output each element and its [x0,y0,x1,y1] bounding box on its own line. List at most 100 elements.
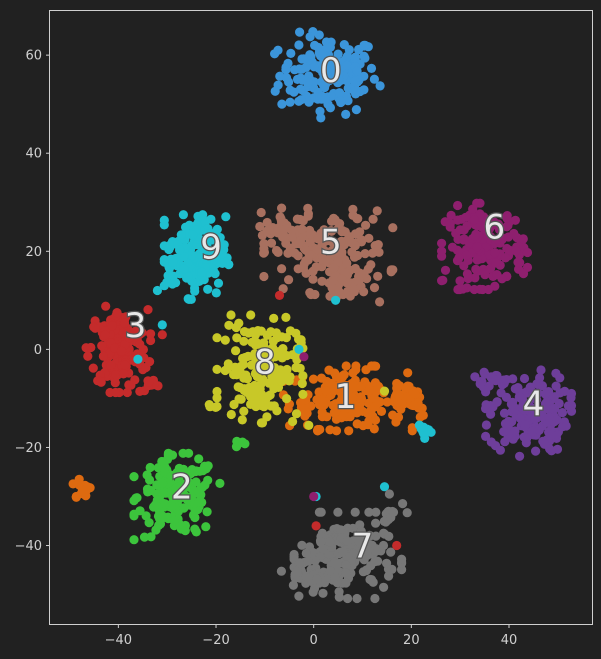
point-class-2 [129,472,139,482]
point-class-2 [146,532,156,542]
point-class-0 [350,76,360,87]
point-class-8 [269,313,279,323]
point-class-4 [491,376,501,386]
point-class-2 [165,477,175,487]
point-class-5 [354,275,364,285]
point-class-5 [386,267,396,277]
point-class-5 [368,214,378,224]
point-class-8 [297,378,307,389]
point-class-5 [375,297,385,307]
point-class-5 [373,271,383,281]
point-class-5 [277,203,287,213]
point-class-0 [359,51,369,61]
point-class-1 [71,492,81,502]
point-class-7 [370,593,380,604]
point-class-6 [463,273,473,284]
point-class-0 [320,94,330,104]
point-class-1 [344,426,354,436]
point-class-5 [345,291,355,301]
point-class-1 [401,383,411,393]
point-class-2 [197,497,207,507]
point-class-7 [341,560,351,570]
point-class-0 [325,42,335,52]
point-class-8 [212,386,222,397]
point-class-1 [300,411,310,421]
x-tick-label: 40 [501,633,518,648]
point-class-4 [486,437,496,447]
point-class-2 [158,488,168,498]
point-class-8 [262,345,272,355]
point-class-0 [315,106,325,116]
point-class-6 [472,242,482,252]
y-tick-label: 60 [25,49,42,64]
point-class-2 [180,526,190,536]
point-class-8 [298,371,308,381]
point-class-2 [194,454,204,464]
point-class-7 [382,558,392,568]
point-class-5 [262,226,272,236]
point-class-0 [294,40,304,50]
point-class-7 [352,593,362,604]
point-class-5 [303,203,313,213]
point-class-5 [360,249,370,259]
point-class-4 [515,451,525,461]
y-tick-label: 0 [34,343,42,358]
point-class-3 [120,360,130,370]
y-tick-label: −20 [15,441,42,456]
point-class-5 [277,264,287,274]
point-class-5 [337,227,347,237]
point-class-8 [266,327,276,337]
point-class-7 [318,544,328,554]
point-class-3 [96,376,106,387]
point-class-8 [212,364,222,374]
point-class-5 [305,229,316,239]
point-class-3 [112,308,122,318]
point-class-7 [303,556,313,566]
point-class-2 [160,462,170,472]
point-class-4 [510,403,520,413]
point-class-7 [397,565,407,575]
cluster-labels-layer: 0 1 2 3 4 5 6 7 8 9 [123,50,545,568]
point-class-6 [478,284,488,295]
point-class-4 [519,373,530,384]
point-class-2 [200,480,210,490]
point-class-5 [279,224,289,235]
point-class-7 [294,591,304,601]
point-class-4 [540,404,550,414]
point-class-5 [290,248,300,258]
point-class-8 [246,360,257,370]
point-class-5 [273,247,283,257]
point-class-3 [135,329,145,339]
point-class-1 [324,365,334,375]
point-class-5 [373,240,383,250]
point-class-6 [309,491,319,502]
point-class-9 [211,288,221,298]
point-class-8 [239,373,249,383]
point-class-8 [246,310,256,320]
point-class-4 [499,408,510,418]
point-class-8 [275,372,285,382]
point-class-7 [364,507,374,517]
point-class-7 [366,561,376,571]
point-class-8 [239,406,249,416]
point-class-7 [332,559,342,569]
point-class-7 [366,575,377,585]
point-class-0 [270,86,280,96]
point-class-9 [198,210,208,220]
point-class-5 [336,236,346,246]
point-class-5 [284,275,294,285]
point-class-5 [287,232,297,242]
point-class-8 [294,334,304,344]
point-class-2 [175,490,185,500]
point-class-3 [116,346,127,356]
point-class-9 [133,354,143,364]
point-class-9 [168,257,178,267]
point-class-8 [232,370,242,380]
point-class-5 [255,221,265,232]
point-class-0 [335,96,346,106]
point-class-5 [316,228,326,238]
point-class-0 [298,75,308,85]
plot-frame [49,10,593,625]
point-class-7 [362,545,373,555]
point-class-5 [266,238,277,248]
